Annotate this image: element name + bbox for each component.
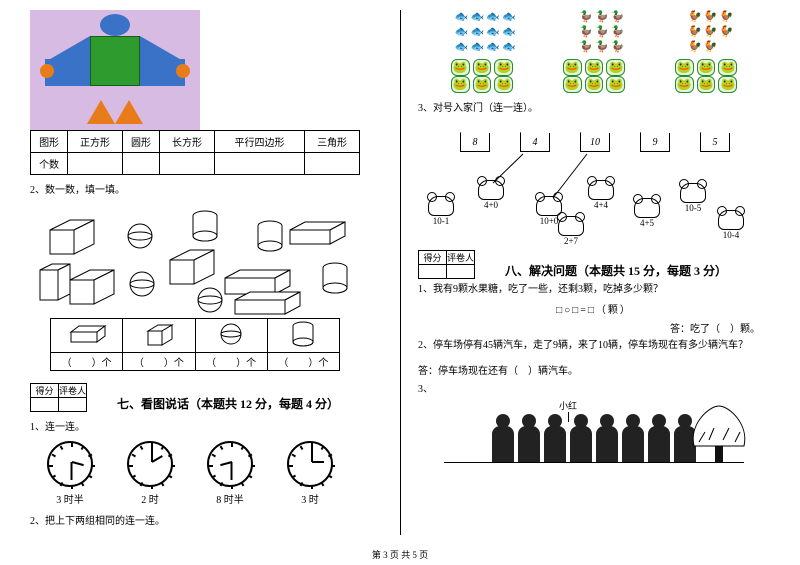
count-blank-3[interactable]: （ ）个 — [195, 353, 267, 371]
score-box-7: 得分评卷人 — [30, 383, 87, 412]
th-shape: 图形 — [31, 131, 68, 153]
q7-1-text: 1、连一连。 — [30, 418, 382, 433]
fish-group: 🐟🐟🐟🐟 🐟🐟🐟🐟 🐟🐟🐟🐟 — [455, 10, 516, 53]
bear-7: 10-5 — [680, 183, 706, 213]
clock-3 — [207, 441, 253, 487]
section-7-title: 七、看图说话（本题共 12 分，每题 4 分） — [117, 395, 339, 412]
bear-8: 10-4 — [718, 210, 744, 240]
clock-2 — [127, 441, 173, 487]
count-blank-2[interactable]: （ ）个 — [123, 353, 195, 371]
house-9: 9 — [638, 132, 672, 152]
house-10: 10 — [578, 132, 612, 152]
q8-2: 2、停车场停有45辆汽车，走了9辆，来了10辆，停车场现在有多少辆汽车？ — [418, 339, 770, 353]
left-column: 图形 正方形 圆形 长方形 平行四边形 三角形 个数 2、数一数，填一填。 — [30, 10, 400, 545]
rooster-group: 🐓🐓🐓 🐓🐓🐓 🐓🐓 — [688, 10, 733, 53]
frog-groups: 🐸🐸🐸 🐸🐸🐸 🐸🐸🐸 🐸🐸🐸 🐸🐸🐸 🐸🐸🐸 — [418, 59, 770, 93]
clock-2-label: 2 时 — [127, 491, 173, 506]
house-5: 5 — [698, 132, 732, 152]
shape-count-table: 图形 正方形 圆形 长方形 平行四边形 三角形 个数 — [30, 130, 360, 175]
q2-text: 2、数一数，填一填。 — [30, 181, 382, 196]
section-8-title: 八、解决问题（本题共 15 分，每题 3 分） — [505, 262, 727, 279]
clock-4-label: 3 时 — [287, 491, 333, 506]
count-blank-1[interactable]: （ ）个 — [51, 353, 123, 371]
bear-4: 4+4 — [588, 180, 614, 210]
clock-1 — [47, 441, 93, 487]
clock-1-label: 3 时半 — [47, 491, 93, 506]
bear-5: 4+5 — [634, 198, 660, 228]
cell-sphere-icon — [195, 319, 267, 353]
clocks-row: 3 时半 2 时 8 时半 3 时 — [30, 441, 350, 506]
right-column: 🐟🐟🐟🐟 🐟🐟🐟🐟 🐟🐟🐟🐟 🦆🦆🦆 🦆🦆🦆 🦆🦆🦆 🐓🐓🐓 🐓🐓🐓 🐓🐓 🐸🐸… — [400, 10, 770, 545]
q3-text: 3、对号入家门（连一连）。 — [418, 99, 770, 114]
q8-1-formula[interactable]: □○□=□（颗） — [418, 301, 770, 316]
duck-group: 🦆🦆🦆 🦆🦆🦆 🦆🦆🦆 — [579, 10, 624, 53]
bear-6: 2+7 — [558, 216, 584, 246]
row-count-label: 个数 — [31, 153, 68, 175]
th-triangle: 三角形 — [305, 131, 360, 153]
count-table: （ ）个 （ ）个 （ ）个 （ ）个 — [50, 318, 340, 371]
house-8: 8 — [458, 132, 492, 152]
th-parallelogram: 平行四边形 — [214, 131, 304, 153]
q8-2-answer[interactable]: 答：停车场现在还有（ ）辆汽车。 — [418, 365, 770, 379]
q8-1-answer[interactable]: 答：吃了（ ）颗。 — [418, 320, 770, 335]
kids-illustration: 小红 — [444, 401, 744, 463]
match-area: 8 4 10 9 5 10-1 4+0 10+0 4+4 4+5 2+7 10-… — [418, 118, 758, 238]
score-box-8: 得分评卷人 — [418, 250, 475, 279]
cell-cube-icon — [123, 319, 195, 353]
cell-cuboid-icon — [51, 319, 123, 353]
count-blank-4[interactable]: （ ）个 — [267, 353, 339, 371]
q7-2-text: 2、把上下两组相同的连一连。 — [30, 512, 382, 527]
th-rect: 长方形 — [160, 131, 215, 153]
cell-cylinder-icon — [267, 319, 339, 353]
tree-icon — [689, 404, 749, 462]
clock-4 — [287, 441, 333, 487]
house-4: 4 — [518, 132, 552, 152]
clock-3-label: 8 时半 — [207, 491, 253, 506]
bear-1: 10-1 — [428, 196, 454, 226]
solids-figure — [30, 200, 360, 318]
q8-3: 3、 — [418, 383, 770, 397]
animals-row: 🐟🐟🐟🐟 🐟🐟🐟🐟 🐟🐟🐟🐟 🦆🦆🦆 🦆🦆🦆 🦆🦆🦆 🐓🐓🐓 🐓🐓🐓 🐓🐓 — [418, 10, 770, 53]
th-square: 正方形 — [68, 131, 123, 153]
th-circle: 圆形 — [122, 131, 159, 153]
bear-2: 4+0 — [478, 180, 504, 210]
page-footer: 第 3 页 共 5 页 — [0, 548, 800, 561]
q8-1: 1、我有9颗水果糖，吃了一些，还剩3颗，吃掉多少颗？ — [418, 283, 770, 297]
robot-figure — [30, 10, 200, 130]
